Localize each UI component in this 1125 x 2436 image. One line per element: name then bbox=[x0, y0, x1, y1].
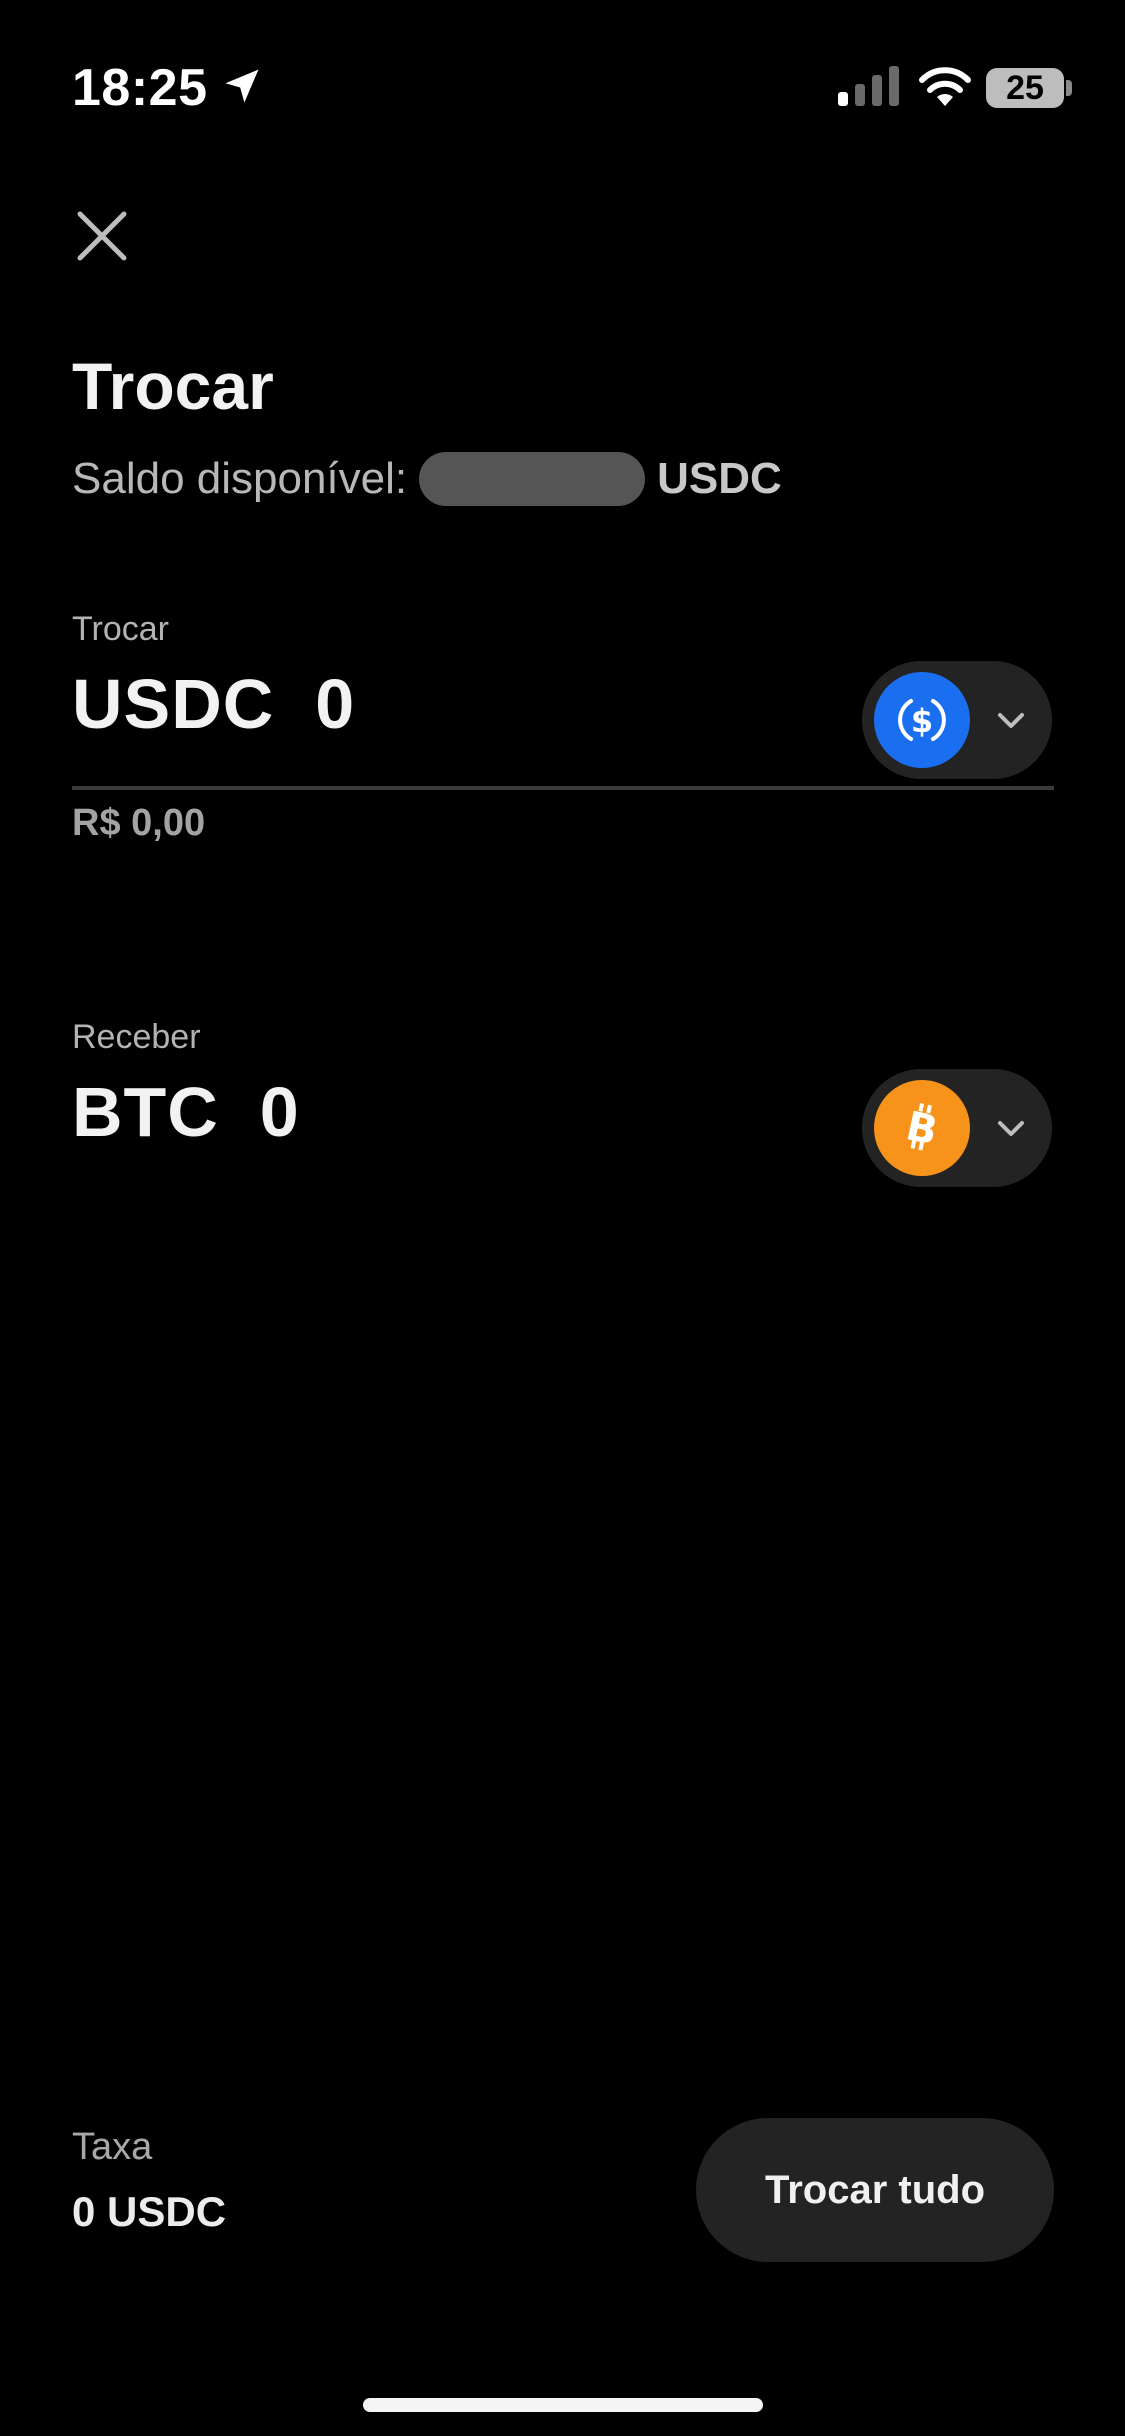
to-amount-input[interactable]: BTC 0 bbox=[72, 1073, 300, 1151]
wifi-icon bbox=[919, 67, 971, 106]
swap-all-button[interactable]: Trocar tudo bbox=[696, 2118, 1054, 2262]
location-arrow-icon bbox=[225, 69, 259, 103]
chevron-down-icon bbox=[998, 1121, 1024, 1136]
from-fiat-value: R$ 0,00 bbox=[72, 802, 206, 844]
from-amount-input[interactable]: USDC 0 bbox=[72, 665, 356, 743]
battery-cap bbox=[1066, 80, 1072, 96]
chevron-down-icon bbox=[998, 713, 1024, 728]
page-title: Trocar bbox=[72, 349, 274, 423]
battery-indicator: 25 bbox=[986, 68, 1064, 108]
balance-label: Saldo disponível: bbox=[72, 454, 408, 503]
close-button[interactable] bbox=[62, 196, 142, 276]
from-divider bbox=[72, 786, 1054, 790]
usdc-coin: $ bbox=[874, 672, 970, 768]
balance-unit: USDC bbox=[657, 454, 782, 503]
from-label: Trocar bbox=[72, 610, 169, 648]
close-icon bbox=[77, 211, 127, 261]
fee-value: 0 USDC bbox=[72, 2188, 227, 2235]
usdc-icon: $ bbox=[898, 699, 946, 741]
to-asset-selector[interactable]: B bbox=[862, 1069, 1052, 1187]
fee-label: Taxa bbox=[72, 2126, 153, 2168]
battery-level: 25 bbox=[1006, 68, 1044, 107]
to-label: Receber bbox=[72, 1018, 201, 1056]
balance-hidden-mask bbox=[419, 452, 646, 506]
home-indicator[interactable] bbox=[363, 2398, 763, 2412]
available-balance: Saldo disponível: USDC bbox=[72, 452, 782, 506]
status-time: 18:25 bbox=[72, 59, 208, 117]
from-asset-selector[interactable]: $ bbox=[862, 661, 1052, 779]
cellular-signal-icon bbox=[838, 66, 899, 106]
bitcoin-icon: B bbox=[902, 1103, 941, 1155]
bitcoin-coin: B bbox=[874, 1080, 970, 1176]
svg-text:$: $ bbox=[911, 702, 933, 740]
